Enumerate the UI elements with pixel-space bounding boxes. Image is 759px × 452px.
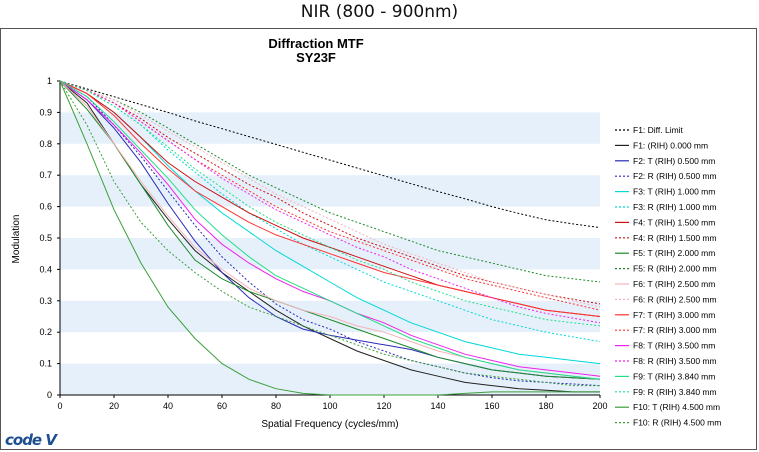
x-tick-label: 100	[322, 401, 337, 411]
mtf-chart: Diffraction MTF SY23F Modulation Spatial…	[11, 36, 721, 430]
legend-label: F3: R (RIH) 1.000 mm	[633, 202, 717, 212]
series-line-6	[59, 80, 601, 343]
legend-label: F2: R (RIH) 0.500 mm	[633, 171, 717, 181]
series-line-1	[59, 80, 601, 229]
x-axis-label: Spatial Frequency (cycles/mm)	[261, 419, 398, 430]
chart-frame: Diffraction MTF SY23F Modulation Spatial…	[0, 28, 757, 450]
y-tick-label: 0.3	[39, 296, 52, 306]
legend-label: F5: T (RIH) 2.000 mm	[633, 248, 715, 258]
series-line-9	[59, 80, 601, 380]
x-tick-label: 20	[109, 401, 119, 411]
x-tick-label: 0	[57, 401, 62, 411]
legend-label: F9: T (RIH) 3.840 mm	[633, 371, 715, 381]
series-line-19	[59, 80, 600, 396]
y-tick-label: 0.1	[39, 359, 52, 369]
series-line-5	[59, 80, 601, 365]
y-tick-label: 0.6	[39, 202, 52, 212]
legend-label: F10: R (RIH) 4.500 mm	[633, 418, 721, 428]
y-tick-label: 0.5	[39, 233, 52, 243]
y-tick-label: 0.8	[39, 139, 52, 149]
legend-label: F1: Diff. Limit	[633, 125, 684, 135]
series-line-18	[59, 80, 601, 327]
series-line-17	[59, 80, 601, 380]
x-tick-label: 180	[538, 401, 553, 411]
codev-logo: code V	[5, 431, 57, 449]
background-band	[60, 363, 600, 395]
series-line-20	[59, 80, 600, 387]
y-tick-label: 0.2	[39, 327, 52, 337]
legend-label: F1: (RIH) 0.000 mm	[633, 140, 708, 150]
chart-title: Diffraction MTF	[268, 36, 363, 51]
legend-label: F3: T (RIH) 1.000 mm	[633, 187, 715, 197]
legend-label: F10: T (RIH) 4.500 mm	[633, 402, 720, 412]
x-tick-label: 120	[376, 401, 391, 411]
chart-subtitle: SY23F	[296, 50, 336, 65]
series-line-2	[59, 80, 600, 393]
y-tick-label: 0.7	[39, 170, 52, 180]
series-line-16	[59, 80, 601, 324]
y-tick-label: 0.4	[39, 264, 52, 274]
legend-label: F4: T (RIH) 1.500 mm	[633, 217, 715, 227]
legend-label: F2: T (RIH) 0.500 mm	[633, 156, 715, 166]
page-caption: NIR (800 - 900nm)	[300, 2, 459, 22]
legend-label: F7: T (RIH) 3.000 mm	[633, 310, 715, 320]
series-line-10	[59, 80, 601, 283]
legend-label: F6: T (RIH) 2.500 mm	[633, 279, 715, 289]
legend-label: F8: T (RIH) 3.500 mm	[633, 341, 715, 351]
x-tick-label: 40	[163, 401, 173, 411]
background-band	[60, 112, 600, 144]
y-tick-label: 1	[47, 76, 52, 86]
x-tick-label: 140	[430, 401, 445, 411]
legend-label: F7: R (RIH) 3.000 mm	[633, 325, 717, 335]
x-tick-label: 60	[217, 401, 227, 411]
series-line-13	[59, 80, 601, 317]
x-tick-label: 80	[271, 401, 281, 411]
y-tick-label: 0	[47, 390, 52, 400]
legend-label: F5: R (RIH) 2.000 mm	[633, 264, 717, 274]
legend-label: F6: R (RIH) 2.500 mm	[633, 294, 717, 304]
x-tick-label: 160	[484, 401, 499, 411]
legend-label: F8: R (RIH) 3.500 mm	[633, 356, 717, 366]
y-axis-label: Modulation	[11, 215, 22, 264]
series-line-12	[59, 80, 601, 308]
y-tick-label: 0.9	[39, 107, 52, 117]
legend-label: F4: R (RIH) 1.500 mm	[633, 233, 717, 243]
legend-label: F9: R (RIH) 3.840 mm	[633, 387, 717, 397]
background-band	[60, 175, 600, 207]
x-tick-label: 200	[592, 401, 607, 411]
series-line-4	[59, 80, 601, 387]
